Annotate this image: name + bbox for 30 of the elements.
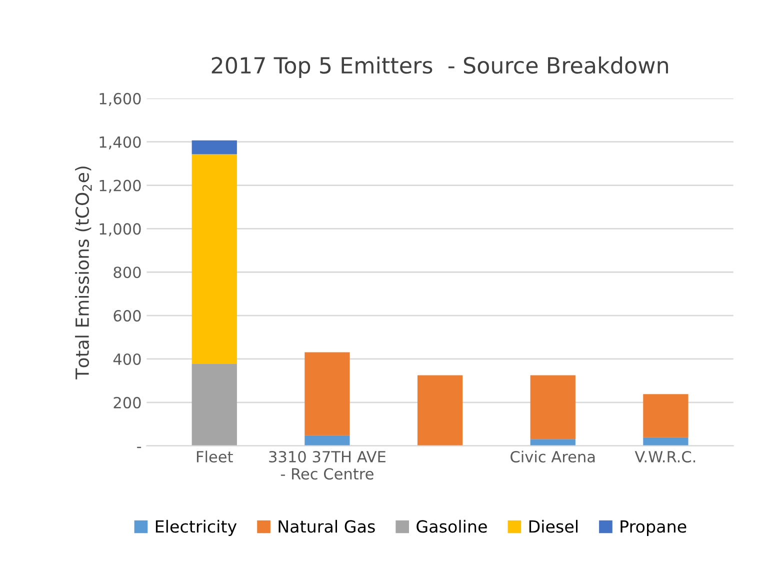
legend-label: Electricity xyxy=(156,520,237,536)
bar xyxy=(643,394,688,438)
y-axis-title: Total Emissions (tCO$_{2}$e) xyxy=(75,166,92,380)
x-tick-label: Fleet xyxy=(196,450,233,463)
y-tick-label: 200 xyxy=(114,396,141,408)
legend-label: Diesel xyxy=(529,520,578,533)
bar xyxy=(192,140,237,154)
y-tick-label: 1,000 xyxy=(100,223,141,236)
y-tick-label: 1,200 xyxy=(100,180,141,193)
y-tick-label: 1,400 xyxy=(100,136,141,150)
bar xyxy=(304,352,350,436)
x-tick-label: 3310 37TH AVE - Rec Centre xyxy=(269,450,386,480)
bar xyxy=(530,439,576,446)
legend-label: Propane xyxy=(620,520,686,536)
y-tick-label: 800 xyxy=(114,266,141,278)
x-tick-label: V.W.R.C. xyxy=(634,450,696,463)
bar xyxy=(417,375,463,446)
y-tick-label: 1,600 xyxy=(100,92,141,106)
bar xyxy=(192,154,237,364)
legend-label: Gasoline xyxy=(416,520,487,533)
chart-title: 2017 Top 5 Emitters - Source Breakdown xyxy=(212,56,668,78)
legend-label: Natural Gas xyxy=(278,520,375,533)
x-tick-label: Civic Arena xyxy=(510,450,595,463)
bar xyxy=(643,437,688,446)
y-tick-label: 400 xyxy=(113,353,141,365)
bar xyxy=(192,364,237,446)
y-tick-label: 600 xyxy=(114,310,141,322)
bar xyxy=(304,435,350,446)
y-tick-label: - xyxy=(137,446,142,448)
bar xyxy=(530,375,576,440)
